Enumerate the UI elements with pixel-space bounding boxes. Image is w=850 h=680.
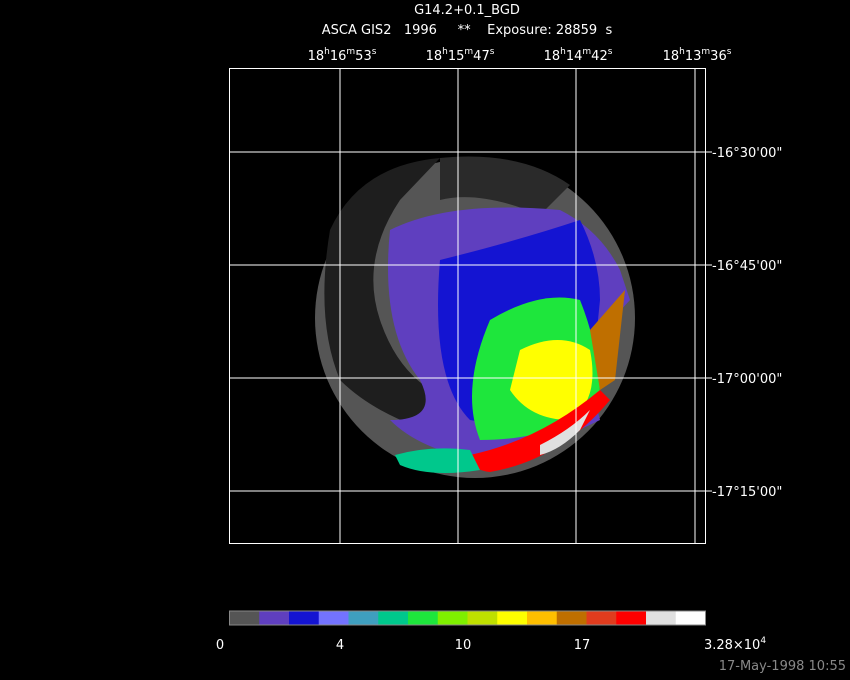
label-part: 3.28×10 [704, 638, 760, 653]
colorbar-label: 0 [216, 638, 224, 653]
colorbar-swatch [497, 611, 528, 625]
title: G14.2+0.1_BGD [414, 3, 520, 18]
colorbar-label: 4 [336, 638, 344, 653]
ra-tick-label: 18h14m42s [544, 47, 613, 64]
colorbar-swatch [318, 611, 349, 625]
superscript: m [464, 47, 473, 57]
superscript: s [608, 47, 613, 57]
label-part: 13 [685, 49, 702, 64]
emission-arc [395, 448, 480, 474]
superscript: s [490, 47, 495, 57]
label-part: 4 [336, 638, 344, 653]
label-part: 18 [426, 49, 443, 64]
superscript: m [346, 47, 355, 57]
superscript: h [560, 47, 566, 57]
dark-region [324, 158, 460, 440]
dec-tick-label: -17°15'00" [712, 485, 782, 500]
colorbar-swatch [437, 611, 468, 625]
ra-tick-label: 18h15m47s [426, 47, 495, 64]
superscript: s [727, 47, 732, 57]
label-part: 15 [448, 49, 465, 64]
emission-edge [590, 290, 625, 390]
superscript: m [582, 47, 591, 57]
dec-tick-label: -16°30'00" [712, 146, 782, 161]
colorbar: 0 4 10 17 3.28×104 [216, 610, 766, 653]
superscript: s [372, 47, 377, 57]
label-part: 47 [473, 49, 490, 64]
emission-max [540, 410, 590, 455]
ra-tick-label: 18h16m53s [308, 47, 377, 64]
dark-region [440, 156, 570, 215]
colorbar-frame [229, 610, 706, 626]
timestamp: 17-May-1998 10:55 [719, 659, 846, 674]
subtitle: ASCA GIS2 1996 ** Exposure: 28859 s [322, 23, 613, 38]
label-part: 18 [308, 49, 325, 64]
colorbar-swatch [556, 611, 587, 625]
label-part: 36 [710, 49, 727, 64]
colorbar-swatch [527, 611, 558, 625]
label-part: 10 [455, 638, 472, 653]
label-part: 0 [216, 638, 224, 653]
colorbar-swatch [646, 611, 677, 625]
colorbar-swatch [675, 611, 706, 625]
superscript: h [324, 47, 330, 57]
coord-grid [229, 68, 712, 543]
superscript: 4 [760, 636, 766, 646]
colorbar-label: 10 [455, 638, 472, 653]
colorbar-label: 17 [574, 638, 591, 653]
colorbar-label: 3.28×104 [704, 636, 766, 653]
sky-image [315, 156, 635, 478]
colorbar-swatch [616, 611, 647, 625]
colorbar-swatch [229, 611, 260, 625]
label-part: 42 [591, 49, 608, 64]
dec-tick-label: -17°00'00" [712, 372, 782, 387]
colorbar-swatch [408, 611, 439, 625]
ra-tick-label: 18h13m36s [663, 47, 732, 64]
label-part: 17 [574, 638, 591, 653]
superscript: m [701, 47, 710, 57]
colorbar-swatch [467, 611, 498, 625]
emission-peak [470, 390, 610, 472]
dec-tick-label: -16°45'00" [712, 259, 782, 274]
superscript: h [442, 47, 448, 57]
emission-yellow [510, 340, 593, 420]
label-part: 14 [566, 49, 583, 64]
colorbar-swatch [348, 611, 379, 625]
label-part: 53 [355, 49, 372, 64]
superscript: h [679, 47, 685, 57]
label-part: 16 [330, 49, 347, 64]
colorbar-swatch [259, 611, 290, 625]
plot-frame [229, 68, 706, 544]
label-part: 18 [663, 49, 680, 64]
label-part: 18 [544, 49, 561, 64]
colorbar-swatch [586, 611, 617, 625]
colorbar-swatch [378, 611, 409, 625]
colorbar-swatch [289, 611, 320, 625]
